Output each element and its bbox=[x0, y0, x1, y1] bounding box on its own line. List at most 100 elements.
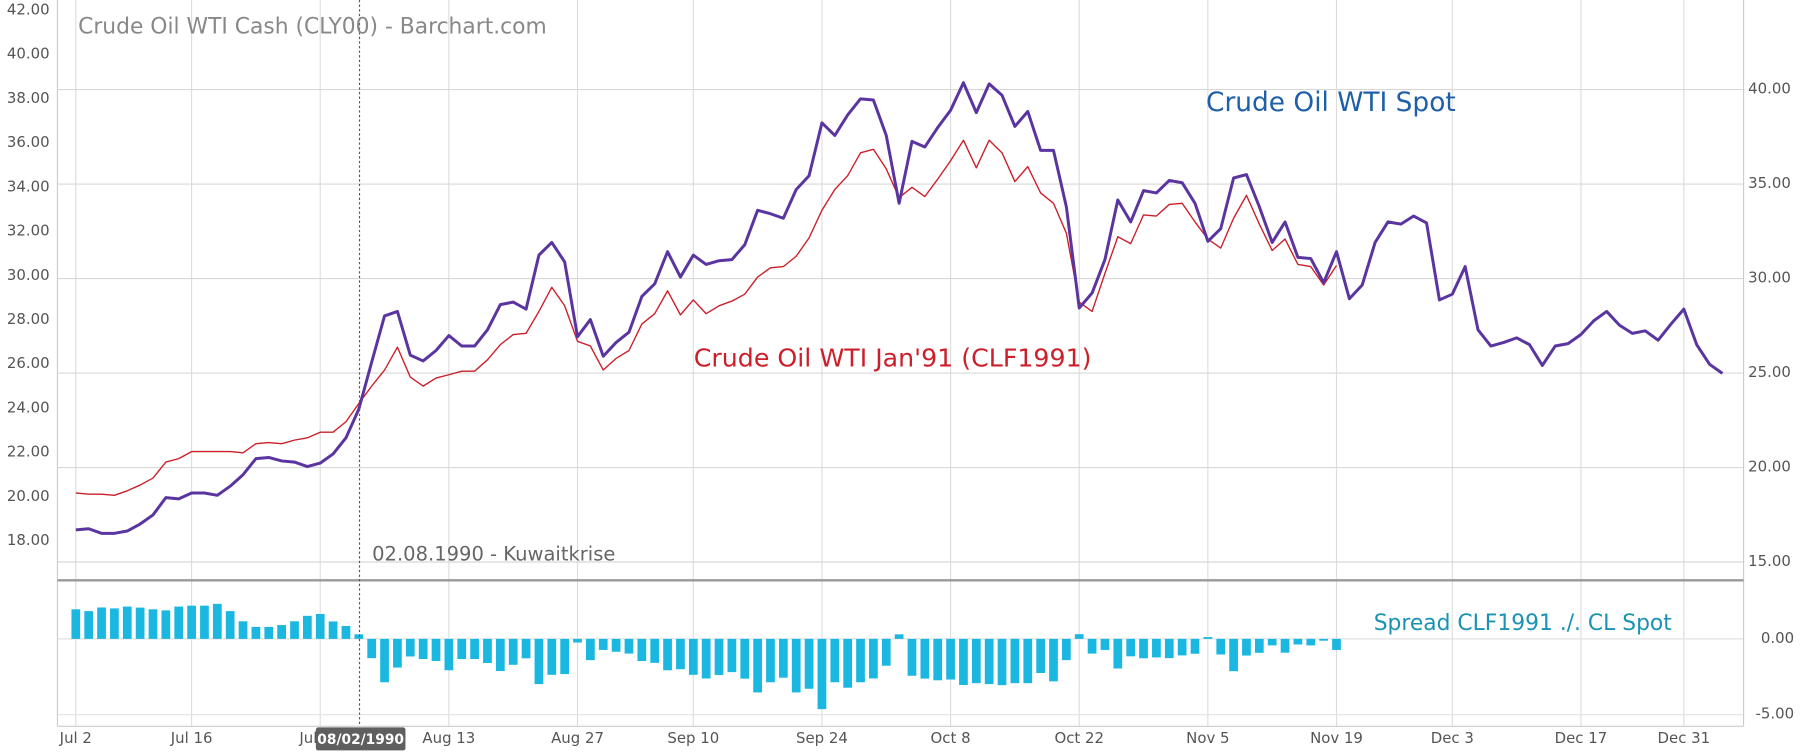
series-label: Crude Oil WTI Spot bbox=[1206, 87, 1456, 118]
cursor-badge: 08/02/1990 bbox=[315, 727, 406, 751]
x-tick-label: Dec 31 bbox=[1658, 729, 1711, 747]
y2-tick-label: 40.00 bbox=[1748, 80, 1791, 98]
x-tick-label: Sep 24 bbox=[796, 729, 848, 747]
bar bbox=[560, 638, 570, 675]
bar bbox=[573, 638, 582, 643]
bar bbox=[740, 638, 750, 679]
bar bbox=[1306, 638, 1316, 646]
series-line bbox=[75, 81, 1724, 535]
y-tick-label: 32.00 bbox=[7, 222, 50, 240]
bar bbox=[534, 638, 544, 685]
bar bbox=[1036, 638, 1045, 674]
bar bbox=[161, 610, 171, 639]
bar bbox=[1332, 638, 1341, 650]
bar bbox=[135, 607, 145, 639]
x-tick-label: Aug 13 bbox=[422, 729, 475, 747]
bar bbox=[1100, 638, 1110, 650]
bar bbox=[843, 638, 853, 688]
x-tick-label: Jul 16 bbox=[170, 729, 213, 747]
bar bbox=[714, 638, 724, 675]
bar bbox=[431, 638, 441, 662]
y-tick-label: 24.00 bbox=[7, 398, 50, 416]
bar bbox=[984, 638, 994, 685]
bar bbox=[1190, 638, 1200, 654]
series-label: Crude Oil WTI Jan'91 (CLF1991) bbox=[694, 344, 1092, 373]
bar bbox=[1139, 638, 1148, 659]
bar bbox=[264, 626, 274, 639]
bar bbox=[97, 607, 106, 639]
x-tick-label: Nov 5 bbox=[1186, 729, 1229, 747]
annotation: 02.08.1990 - Kuwaitkrise bbox=[372, 543, 615, 566]
bar bbox=[418, 638, 428, 660]
bar bbox=[328, 621, 338, 639]
bar bbox=[1074, 634, 1084, 639]
bar bbox=[1049, 638, 1058, 682]
y-tick-label: 28.00 bbox=[7, 310, 50, 328]
bar bbox=[212, 603, 222, 639]
bar bbox=[933, 638, 943, 681]
bar bbox=[830, 638, 840, 683]
y2-tick-label: 35.00 bbox=[1748, 174, 1791, 192]
bar bbox=[1087, 638, 1097, 654]
bar bbox=[1280, 638, 1290, 653]
bar bbox=[1216, 638, 1226, 655]
y-tick-label: 18.00 bbox=[7, 531, 50, 549]
bar bbox=[1293, 638, 1303, 645]
bar bbox=[959, 638, 968, 685]
y-tick-label: 0.00 bbox=[1761, 629, 1794, 647]
bar bbox=[174, 606, 184, 639]
series-line bbox=[75, 139, 1338, 496]
cursor-badge-label: 08/02/1990 bbox=[317, 732, 404, 748]
y-tick-label: 36.00 bbox=[7, 133, 50, 151]
y2-tick-label: 15.00 bbox=[1748, 552, 1791, 570]
bar bbox=[611, 638, 621, 652]
bar bbox=[341, 625, 351, 639]
bar bbox=[997, 638, 1007, 686]
y-tick-label: 38.00 bbox=[7, 89, 50, 107]
bar bbox=[508, 638, 518, 665]
bar bbox=[753, 638, 762, 693]
bar bbox=[1061, 638, 1071, 661]
bar bbox=[187, 605, 196, 639]
y2-tick-label: 30.00 bbox=[1748, 269, 1791, 287]
chart-title: Crude Oil WTI Cash (CLY00) - Barchart.co… bbox=[78, 15, 547, 40]
bar bbox=[598, 638, 608, 650]
bar bbox=[920, 638, 930, 679]
bar bbox=[1267, 638, 1277, 646]
cursor-badge-box bbox=[315, 727, 406, 751]
x-tick-label: Oct 8 bbox=[931, 729, 971, 747]
bar bbox=[495, 638, 505, 672]
bar bbox=[1010, 638, 1020, 684]
bar bbox=[444, 638, 454, 671]
bar bbox=[1164, 638, 1174, 659]
bar bbox=[225, 611, 235, 639]
bar bbox=[405, 638, 415, 657]
bar bbox=[354, 634, 364, 639]
y-tick-label: 20.00 bbox=[7, 487, 50, 505]
bar bbox=[380, 638, 389, 683]
bar bbox=[688, 638, 698, 675]
bar bbox=[778, 638, 788, 678]
bar bbox=[1319, 638, 1329, 641]
bar bbox=[521, 638, 531, 659]
bar bbox=[727, 638, 737, 673]
x-tick-label: Dec 3 bbox=[1431, 729, 1474, 747]
bar bbox=[971, 638, 981, 684]
bar bbox=[1152, 638, 1161, 658]
x-tick-label: Oct 22 bbox=[1054, 729, 1104, 747]
bar bbox=[148, 609, 158, 639]
bar bbox=[881, 638, 891, 666]
y2-tick-label: 20.00 bbox=[1748, 458, 1791, 476]
bar bbox=[302, 615, 312, 639]
bar bbox=[663, 638, 672, 671]
bar bbox=[84, 611, 94, 639]
bar bbox=[470, 638, 479, 660]
bar bbox=[650, 638, 660, 663]
bar bbox=[457, 638, 467, 660]
bar bbox=[122, 606, 132, 639]
bar bbox=[1113, 638, 1123, 669]
y-tick-label: -5.00 bbox=[1756, 705, 1795, 723]
